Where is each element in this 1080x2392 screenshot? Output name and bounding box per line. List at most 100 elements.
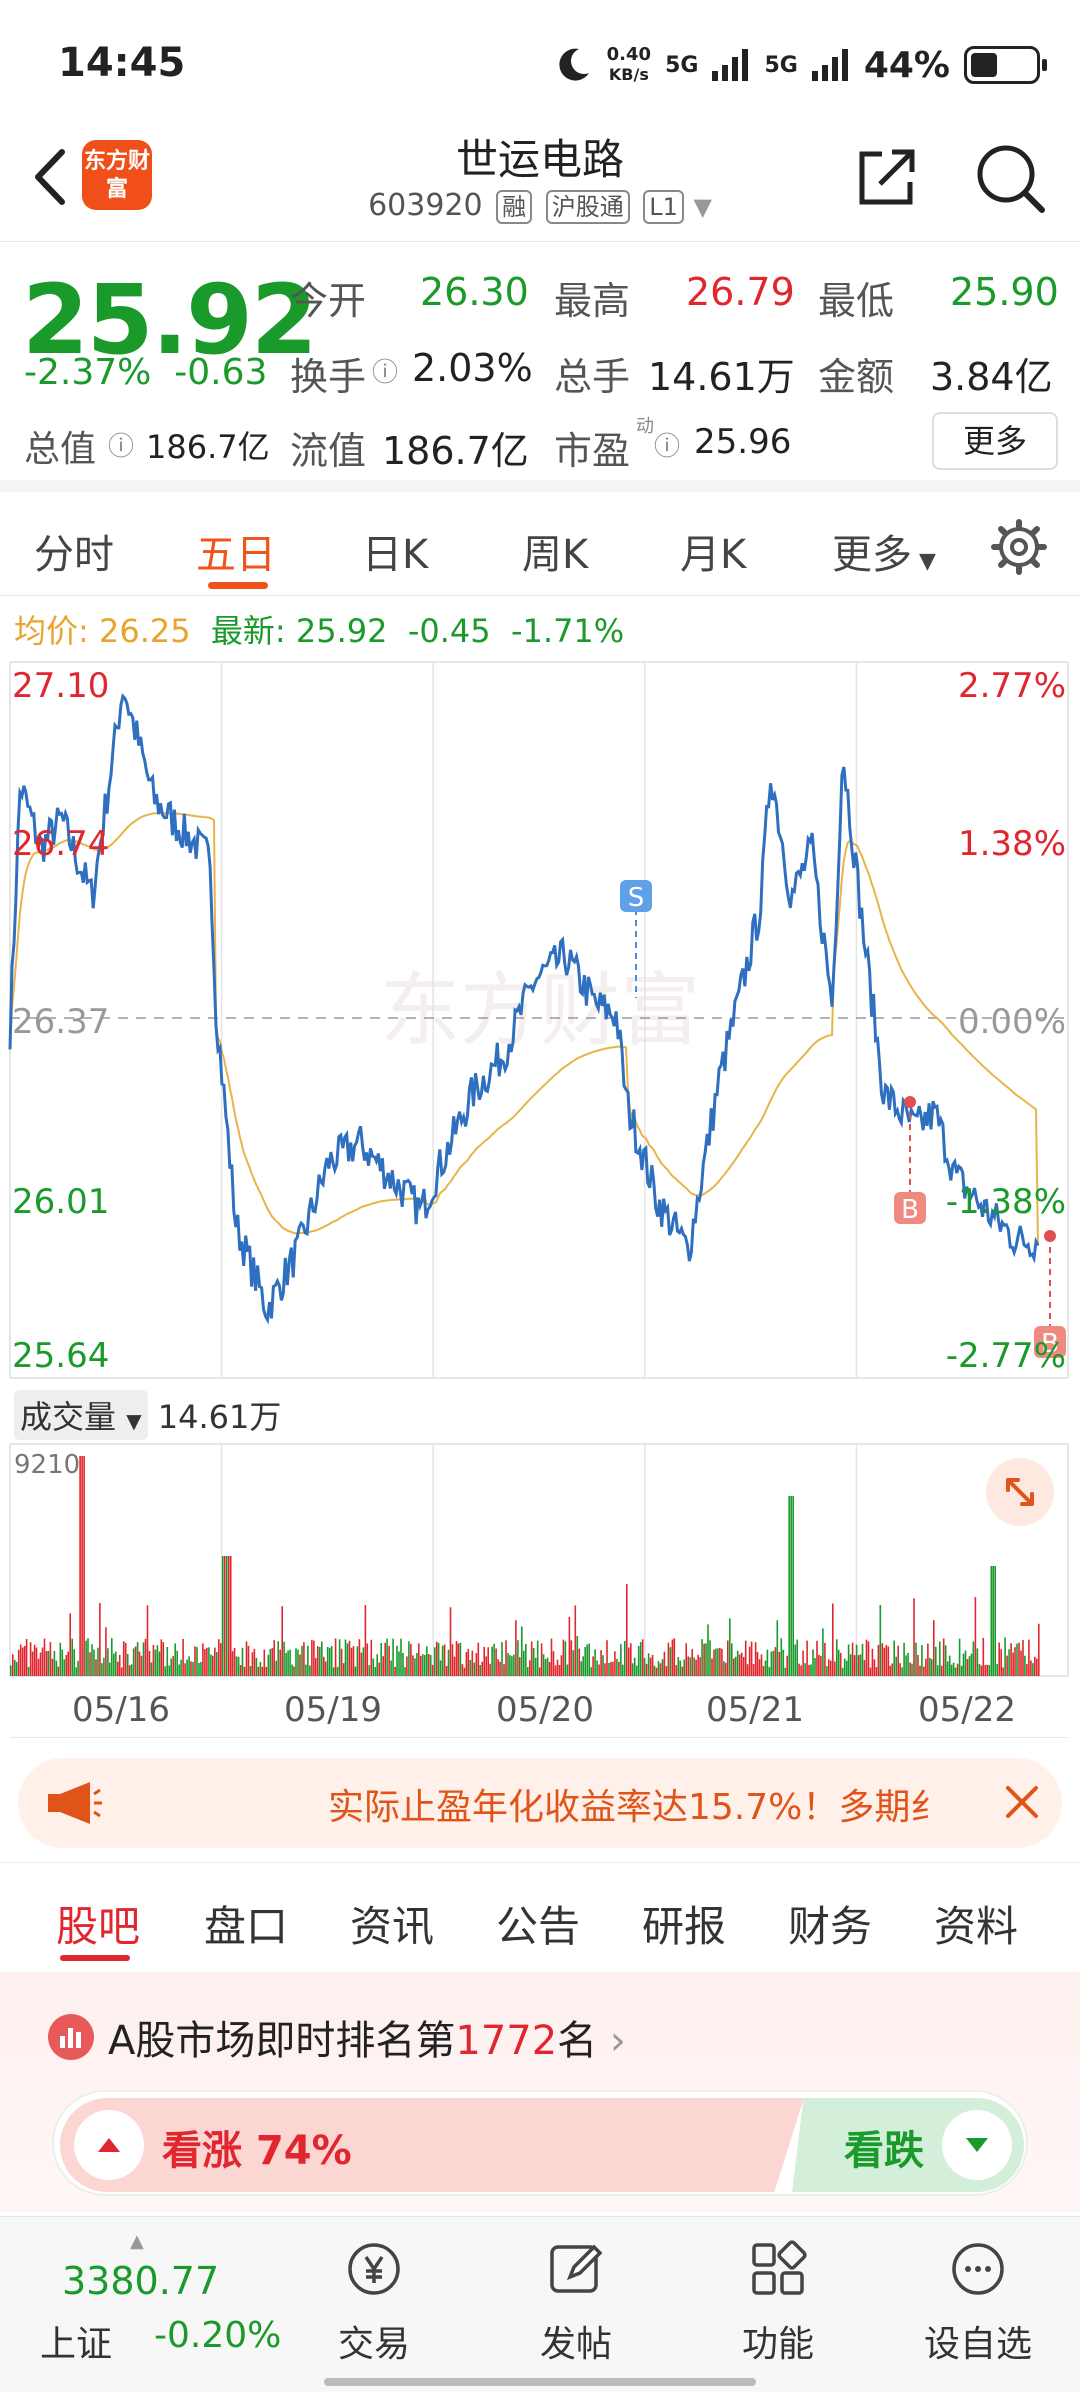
- volume-bar: [1006, 1655, 1008, 1676]
- volume-bar: [725, 1662, 727, 1676]
- tab-intraday[interactable]: 分时: [34, 532, 114, 578]
- gear-icon[interactable]: [990, 518, 1048, 576]
- tab-pankou[interactable]: 盘口: [204, 1902, 289, 1951]
- volume-bar: [73, 1649, 75, 1676]
- volume-bar: [877, 1644, 880, 1676]
- tab-news[interactable]: 资讯: [350, 1902, 435, 1951]
- index-value[interactable]: 3380.77: [62, 2259, 220, 2303]
- volume-bar: [156, 1645, 159, 1676]
- volume-bar: [182, 1638, 184, 1676]
- expand-icon[interactable]: [986, 1458, 1054, 1526]
- volume-bar: [861, 1643, 864, 1676]
- volume-bar: [146, 1605, 149, 1676]
- tab-research[interactable]: 研报: [642, 1902, 727, 1951]
- info-icon[interactable]: ⓘ: [654, 432, 681, 462]
- volume-bar: [628, 1647, 630, 1676]
- turnover-value: 2.03%: [412, 346, 533, 390]
- volume-bar: [727, 1640, 729, 1676]
- more-button[interactable]: 更多: [932, 412, 1058, 470]
- volume-bar: [764, 1660, 767, 1676]
- index-name[interactable]: 上证: [40, 2324, 113, 2365]
- volume-bar: [406, 1656, 408, 1676]
- nav-functions[interactable]: 功能: [718, 2237, 838, 2367]
- triangle-down-icon[interactable]: [942, 2110, 1012, 2180]
- volume-bar: [935, 1646, 937, 1676]
- rank-text[interactable]: A股市场即时排名第1772名 ›: [108, 2018, 626, 2064]
- volume-bar: [689, 1657, 691, 1676]
- tab-monthly-k[interactable]: 月K: [680, 532, 747, 578]
- volume-bar: [122, 1641, 125, 1676]
- tag-level: L1: [643, 190, 684, 224]
- triangle-up-icon[interactable]: [74, 2110, 144, 2180]
- search-icon[interactable]: [970, 138, 1050, 218]
- volume-bar: [338, 1639, 341, 1676]
- volume-bar: [113, 1653, 115, 1676]
- volume-bar: [412, 1655, 414, 1676]
- volume-bar: [865, 1639, 868, 1676]
- volume-value: 14.61万: [648, 355, 795, 399]
- volume-bar: [241, 1647, 244, 1676]
- volume-bar: [301, 1645, 303, 1676]
- volume-bar: [760, 1654, 763, 1676]
- promo-banner[interactable]: 实际止盈年化收益率达15.7%！多期纟: [18, 1758, 1062, 1848]
- five-day-chart[interactable]: 东方财富 S B B: [0, 658, 1080, 1738]
- back-arrow-icon[interactable]: [20, 142, 80, 212]
- volume-bar: [221, 1556, 224, 1676]
- share-icon[interactable]: [852, 142, 922, 212]
- volume-bar: [326, 1647, 329, 1676]
- tab-five-day[interactable]: 五日: [196, 532, 276, 578]
- nav-trade[interactable]: 交易: [314, 2237, 434, 2367]
- volume-selector[interactable]: 成交量 ▼ 14.61万: [14, 1390, 281, 1440]
- tab-announcements[interactable]: 公告: [496, 1902, 581, 1951]
- volume-bar: [99, 1603, 101, 1676]
- marker-b-2[interactable]: B: [1034, 1230, 1066, 1359]
- current-price: 25.92: [22, 264, 318, 376]
- chart-tabs: 分时 五日 日K 周K 月K 更多 ▼: [0, 504, 1080, 596]
- nav-post[interactable]: 发帖: [516, 2237, 636, 2367]
- nav-add-watchlist[interactable]: 设自选: [918, 2237, 1038, 2367]
- volume-bar: [653, 1665, 656, 1676]
- vote-down-label: 看跌: [844, 2128, 924, 2174]
- volume-bar: [47, 1651, 50, 1676]
- info-icon[interactable]: ⓘ: [108, 432, 135, 462]
- volume-bar: [529, 1660, 531, 1676]
- volume-bar: [513, 1654, 515, 1676]
- tab-finance[interactable]: 财务: [788, 1902, 873, 1951]
- volume-bar: [1030, 1660, 1032, 1676]
- close-icon[interactable]: [1002, 1782, 1042, 1822]
- tab-more[interactable]: 更多 ▼: [832, 532, 936, 578]
- amount-label: 金额: [818, 355, 895, 399]
- volume-bar: [152, 1644, 155, 1676]
- volume-bar: [180, 1659, 182, 1676]
- bottom-bar: ▲ 3380.77 上证 -0.20% 交易 发帖 功能 设自选: [0, 2216, 1080, 2392]
- index-change[interactable]: -0.20%: [154, 2315, 282, 2356]
- volume-bar: [733, 1658, 735, 1676]
- volume-bar: [505, 1640, 507, 1676]
- marker-b-1[interactable]: B: [894, 1096, 926, 1225]
- vote-up-area[interactable]: [60, 2098, 804, 2192]
- volume-bar: [309, 1665, 311, 1676]
- chevron-down-icon[interactable]: ▼: [693, 193, 712, 221]
- volume-bar: [574, 1605, 577, 1676]
- volume-bar: [631, 1663, 634, 1676]
- nav-functions-label: 功能: [741, 2324, 814, 2365]
- info-icon[interactable]: ⓘ: [372, 358, 399, 388]
- volume-bar: [63, 1659, 66, 1676]
- volume-bar: [41, 1647, 44, 1676]
- volume-bar: [136, 1642, 139, 1676]
- volume-bar: [806, 1640, 808, 1676]
- tab-guba[interactable]: 股吧: [56, 1902, 141, 1951]
- tab-weekly-k[interactable]: 周K: [522, 532, 589, 578]
- volume-bar: [683, 1659, 685, 1676]
- volume-bar: [752, 1664, 755, 1676]
- volume-bar: [990, 1566, 993, 1676]
- signal-bars-icon: [712, 49, 749, 81]
- volume-bar: [17, 1649, 20, 1676]
- open-value: 26.30: [420, 270, 529, 314]
- tab-profile[interactable]: 资料: [934, 1902, 1019, 1951]
- tab-daily-k[interactable]: 日K: [362, 532, 429, 578]
- marker-s[interactable]: S: [620, 880, 652, 998]
- volume-bar: [49, 1642, 52, 1676]
- battery-percent: 44%: [863, 44, 950, 86]
- volume-bar: [368, 1665, 371, 1676]
